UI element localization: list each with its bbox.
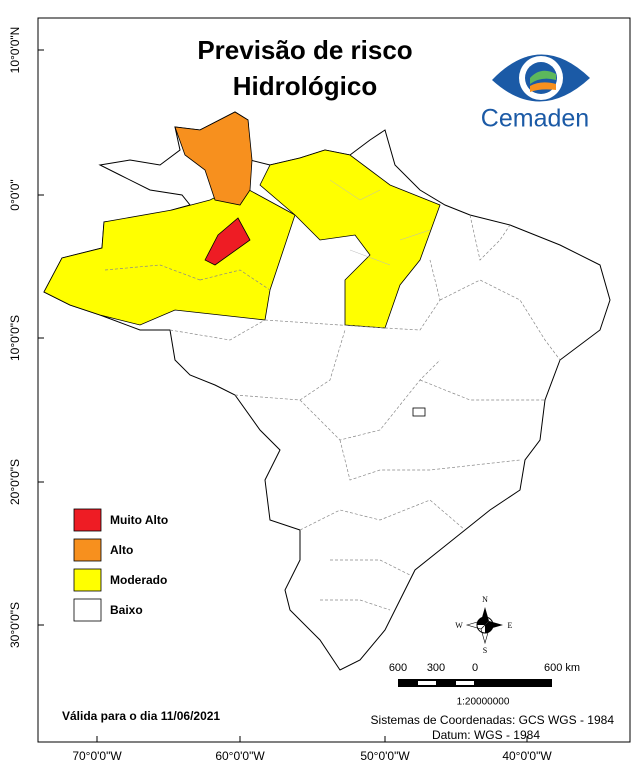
latitude-label: 20°0'0"S [8, 459, 22, 505]
longitude-label: 70°0'0"W [72, 749, 122, 763]
compass-label: N [482, 595, 488, 604]
compass [465, 607, 503, 645]
longitude-label: 50°0'0"W [360, 749, 410, 763]
coordinate-system: Sistemas de Coordenadas: GCS WGS - 1984 [371, 713, 615, 727]
legend-swatch [73, 568, 102, 592]
legend-swatch [73, 508, 102, 532]
title-line: Previsão de risco [197, 35, 412, 65]
latitude-label: 10°0'0"N [8, 27, 22, 74]
legend-swatch [73, 538, 102, 562]
logo-icon [492, 54, 590, 102]
logo-text: Cemaden [481, 105, 589, 133]
state-borders [104, 179, 561, 611]
longitude-label: 60°0'0"W [215, 749, 265, 763]
region-alto [174, 111, 253, 206]
validity: Válida para o dia 11/06/2021 [62, 709, 220, 723]
title-line: Hidrológico [233, 71, 377, 101]
scale-label: 0 [472, 662, 478, 674]
compass-label: S [483, 646, 487, 655]
scale-label: 300 [427, 662, 445, 674]
datum: Datum: WGS - 1984 [432, 728, 540, 742]
scale-label: 600 [389, 662, 407, 674]
compass-label: W [455, 621, 463, 630]
region-moderado [259, 149, 441, 329]
legend-label: Muito Alto [110, 513, 168, 527]
legend-swatch [73, 598, 102, 622]
scale-ratio: 1:20000000 [457, 697, 510, 708]
latitude-label: 0°0'0" [8, 179, 22, 210]
legend-label: Moderado [110, 573, 167, 587]
longitude-label: 40°0'0"W [502, 749, 552, 763]
legend-label: Baixo [110, 603, 143, 617]
scale-label: 600 km [544, 662, 580, 674]
latitude-label: 10°0'0"S [8, 315, 22, 361]
legend-label: Alto [110, 543, 133, 557]
legend: Muito Alto Alto Moderado Baixo [73, 508, 168, 622]
latitude-label: 30°0'0"S [8, 602, 22, 648]
compass-label: E [508, 621, 513, 630]
graticule: 10°0'0"N 0°0'0" 10°0'0"S 20°0'0"S 30°0'0"S 70… [8, 27, 552, 764]
scale-bar [398, 679, 552, 687]
region-muito-alto [204, 217, 251, 266]
